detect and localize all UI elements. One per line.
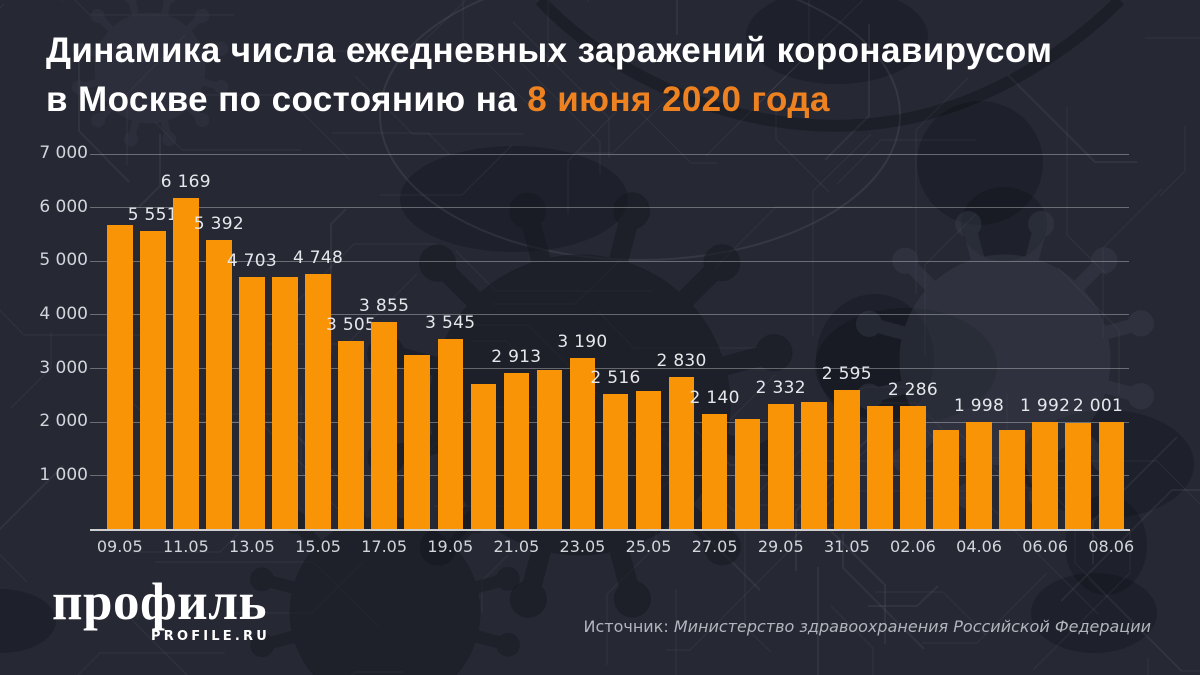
bar xyxy=(933,430,959,529)
x-tick-label: 11.05 xyxy=(162,537,209,556)
source-attribution: Источник: Министерство здравоохранения Р… xyxy=(583,617,1151,636)
bar xyxy=(272,276,298,529)
y-tick-label: 4 000 xyxy=(39,303,88,324)
y-tick-label: 5 000 xyxy=(39,250,88,271)
y-gridline xyxy=(90,153,1129,155)
title-line2-prefix: в Москве по состоянию на xyxy=(46,80,528,119)
source-prefix: Источник: xyxy=(583,617,674,636)
bar-value-label: 3 190 xyxy=(557,331,608,352)
bar-value-label: 2 140 xyxy=(689,388,740,409)
bar xyxy=(503,372,530,529)
x-tick-label: 25.05 xyxy=(625,537,672,556)
bar xyxy=(569,357,596,529)
bar xyxy=(635,391,662,529)
y-gridline xyxy=(90,314,1129,316)
x-tick-label: 21.05 xyxy=(493,537,540,556)
bar xyxy=(734,419,761,529)
y-tick-label: 1 000 xyxy=(39,464,88,485)
x-tick-label: 13.05 xyxy=(229,537,275,556)
y-tick-label: 3 000 xyxy=(39,357,88,378)
bar xyxy=(701,414,728,529)
x-tick-label: 23.05 xyxy=(559,537,606,556)
bar xyxy=(867,406,893,529)
bar-value-label: 2 595 xyxy=(821,363,872,384)
y-gridline xyxy=(90,260,1129,262)
x-tick-label: 09.05 xyxy=(96,537,143,556)
y-tick-label: 2 000 xyxy=(39,411,88,432)
x-tick-label: 15.05 xyxy=(295,537,341,556)
bar xyxy=(966,421,992,529)
bar xyxy=(536,369,563,529)
bar xyxy=(999,429,1025,529)
bar xyxy=(1098,421,1124,529)
bar-value-label: 5 551 xyxy=(127,205,178,226)
bar xyxy=(668,377,695,529)
bar xyxy=(768,403,794,529)
x-tick-label: 19.05 xyxy=(427,537,474,556)
source-name: Министерство здравоохранения Российской … xyxy=(673,617,1151,636)
x-tick-label: 29.05 xyxy=(757,537,804,556)
x-tick-label: 04.06 xyxy=(956,537,1002,556)
x-axis-baseline xyxy=(90,529,1130,531)
bar-value-label: 2 913 xyxy=(491,346,542,367)
bar-value-label: 5 392 xyxy=(193,213,244,234)
bar xyxy=(173,198,199,529)
bar xyxy=(206,239,232,529)
bar-value-label: 6 169 xyxy=(160,172,211,193)
bar xyxy=(404,355,430,529)
bar-value-label: 2 516 xyxy=(590,368,641,389)
y-gridline xyxy=(90,368,1129,370)
y-tick-label: 7 000 xyxy=(39,143,88,163)
logo-wordmark: профиль xyxy=(52,573,267,631)
bar xyxy=(140,231,166,529)
profile-logo: профиль PROFILE.RU xyxy=(52,573,270,645)
bar xyxy=(437,338,463,529)
bar xyxy=(1032,422,1058,529)
virus-silhouette xyxy=(71,0,229,147)
x-tick-label: 27.05 xyxy=(691,537,738,556)
bar-value-label: 3 855 xyxy=(359,296,410,317)
bar-value-label: 2 332 xyxy=(755,377,806,398)
bar xyxy=(371,322,397,529)
logo-url: PROFILE.RU xyxy=(151,629,270,644)
y-tick-label: 6 000 xyxy=(39,196,88,217)
bar xyxy=(1065,422,1091,529)
bar xyxy=(900,406,926,529)
bar-value-label: 3 505 xyxy=(326,314,377,335)
bar xyxy=(338,340,364,529)
bar-value-label: 1 992 xyxy=(1020,396,1071,417)
bar-value-label: 4 748 xyxy=(292,248,344,269)
bar-value-label: 4 703 xyxy=(226,250,278,271)
bar xyxy=(107,224,133,529)
bar-value-label: 3 545 xyxy=(425,312,476,333)
x-tick-label: 31.05 xyxy=(823,537,870,556)
bar xyxy=(470,384,497,529)
bar xyxy=(305,274,331,529)
title-date-accent: 8 июня 2020 года xyxy=(527,80,830,119)
bar-value-label: 2 001 xyxy=(1072,395,1124,416)
bar xyxy=(602,394,629,529)
bar xyxy=(834,389,860,529)
bar-value-label: 1 998 xyxy=(953,395,1005,416)
bar xyxy=(801,401,827,529)
x-tick-label: 08.06 xyxy=(1088,537,1135,556)
x-tick-label: 17.05 xyxy=(361,537,408,556)
bar-value-label: 2 830 xyxy=(656,351,707,372)
x-tick-label: 02.06 xyxy=(890,537,936,556)
bar xyxy=(239,276,265,529)
y-gridline xyxy=(90,207,1129,209)
chart-title: Динамика числа ежедневных заражений коро… xyxy=(46,26,1052,124)
x-tick-label: 06.06 xyxy=(1022,537,1069,556)
title-line1: Динамика числа ежедневных заражений коро… xyxy=(46,31,1053,70)
bar-value-label: 2 286 xyxy=(887,380,939,401)
